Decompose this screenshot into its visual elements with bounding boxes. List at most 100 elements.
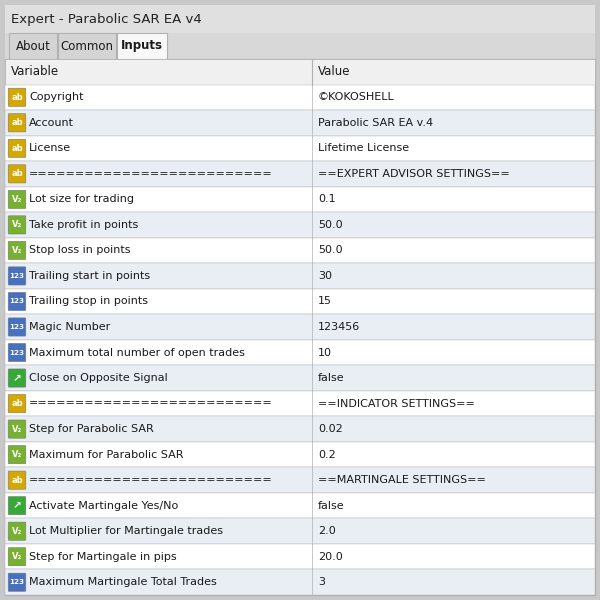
Text: Lot size for trading: Lot size for trading [29,194,134,205]
Text: 10: 10 [318,347,332,358]
Bar [5,493,595,518]
Text: V₂: V₂ [12,527,22,536]
Text: false: false [318,500,344,511]
Text: ab: ab [11,399,23,408]
Text: Maximum total number of open trades: Maximum total number of open trades [29,347,245,358]
FancyBboxPatch shape [8,292,26,311]
Bar [5,416,595,442]
Text: Trailing start in points: Trailing start in points [29,271,150,281]
FancyBboxPatch shape [8,548,26,566]
FancyBboxPatch shape [8,522,26,540]
FancyBboxPatch shape [8,446,26,464]
Bar [5,5,595,33]
Text: ©KOKOSHELL: ©KOKOSHELL [318,92,395,102]
Bar [5,161,595,187]
Text: 30: 30 [318,271,332,281]
Bar [5,289,595,314]
Bar [5,85,595,110]
Bar [5,340,595,365]
Text: 3: 3 [318,577,325,587]
FancyBboxPatch shape [8,394,26,413]
Text: Stop loss in points: Stop loss in points [29,245,131,256]
Text: 123: 123 [10,298,25,304]
Bar [5,569,595,595]
Text: 123456: 123456 [318,322,360,332]
Text: Step for Martingale in pips: Step for Martingale in pips [29,552,176,562]
Text: ab: ab [11,144,23,153]
Text: ab: ab [11,169,23,178]
Text: 123: 123 [10,324,25,330]
Text: Variable: Variable [11,65,59,78]
Text: Expert - Parabolic SAR EA v4: Expert - Parabolic SAR EA v4 [11,13,202,25]
Bar [5,59,595,595]
Text: Step for Parabolic SAR: Step for Parabolic SAR [29,424,154,434]
Bar [58,33,116,59]
Text: V₂: V₂ [12,195,22,204]
Text: 0.1: 0.1 [318,194,335,205]
Text: false: false [318,373,344,383]
Text: 0.02: 0.02 [318,424,343,434]
Text: 50.0: 50.0 [318,220,343,230]
Text: Copyright: Copyright [29,92,83,102]
FancyBboxPatch shape [8,216,26,234]
Text: Lot Multiplier for Martingale trades: Lot Multiplier for Martingale trades [29,526,223,536]
Bar [5,110,595,136]
Text: ab: ab [11,93,23,102]
Text: Maximum for Parabolic SAR: Maximum for Parabolic SAR [29,449,184,460]
Bar [5,365,595,391]
Bar [117,33,167,59]
Text: 123: 123 [10,273,25,279]
Text: ==EXPERT ADVISOR SETTINGS==: ==EXPERT ADVISOR SETTINGS== [318,169,509,179]
FancyBboxPatch shape [8,420,26,438]
Text: Maximum Martingale Total Trades: Maximum Martingale Total Trades [29,577,217,587]
Text: ab: ab [11,118,23,127]
Text: 15: 15 [318,296,332,307]
Text: ↗: ↗ [13,500,22,511]
Text: ==========================: ========================== [29,475,273,485]
Text: ab: ab [11,476,23,485]
Text: ==INDICATOR SETTINGS==: ==INDICATOR SETTINGS== [318,398,475,409]
Bar [5,136,595,161]
Text: 50.0: 50.0 [318,245,343,256]
Bar [5,467,595,493]
Text: V₂: V₂ [12,552,22,561]
Bar [9,33,57,59]
Bar [5,518,595,544]
FancyBboxPatch shape [8,114,26,132]
Text: ==========================: ========================== [29,398,273,409]
FancyBboxPatch shape [8,343,26,362]
FancyBboxPatch shape [8,88,26,106]
Text: Take profit in points: Take profit in points [29,220,138,230]
FancyBboxPatch shape [8,241,26,260]
Bar [5,33,595,59]
Text: V₂: V₂ [12,450,22,459]
Text: Parabolic SAR EA v.4: Parabolic SAR EA v.4 [318,118,433,128]
Text: About: About [16,40,50,52]
FancyBboxPatch shape [8,267,26,285]
Text: V₂: V₂ [12,425,22,434]
Text: 20.0: 20.0 [318,552,343,562]
Bar [5,442,595,467]
Text: ==MARTINGALE SETTINGS==: ==MARTINGALE SETTINGS== [318,475,485,485]
Text: ↗: ↗ [13,373,22,383]
Text: ==========================: ========================== [29,169,273,179]
Text: Close on Opposite Signal: Close on Opposite Signal [29,373,168,383]
Bar [5,263,595,289]
Text: Lifetime License: Lifetime License [318,143,409,154]
Text: 0.2: 0.2 [318,449,335,460]
Bar [5,314,595,340]
Text: Account: Account [29,118,74,128]
FancyBboxPatch shape [8,318,26,336]
FancyBboxPatch shape [8,369,26,387]
Bar [5,187,595,212]
FancyBboxPatch shape [8,573,26,592]
Bar [5,212,595,238]
FancyBboxPatch shape [8,165,26,183]
Text: License: License [29,143,71,154]
FancyBboxPatch shape [8,471,26,489]
Text: Activate Martingale Yes/No: Activate Martingale Yes/No [29,500,178,511]
FancyBboxPatch shape [8,190,26,208]
Bar [5,59,595,85]
Bar [5,544,595,569]
Text: 123: 123 [10,350,25,356]
